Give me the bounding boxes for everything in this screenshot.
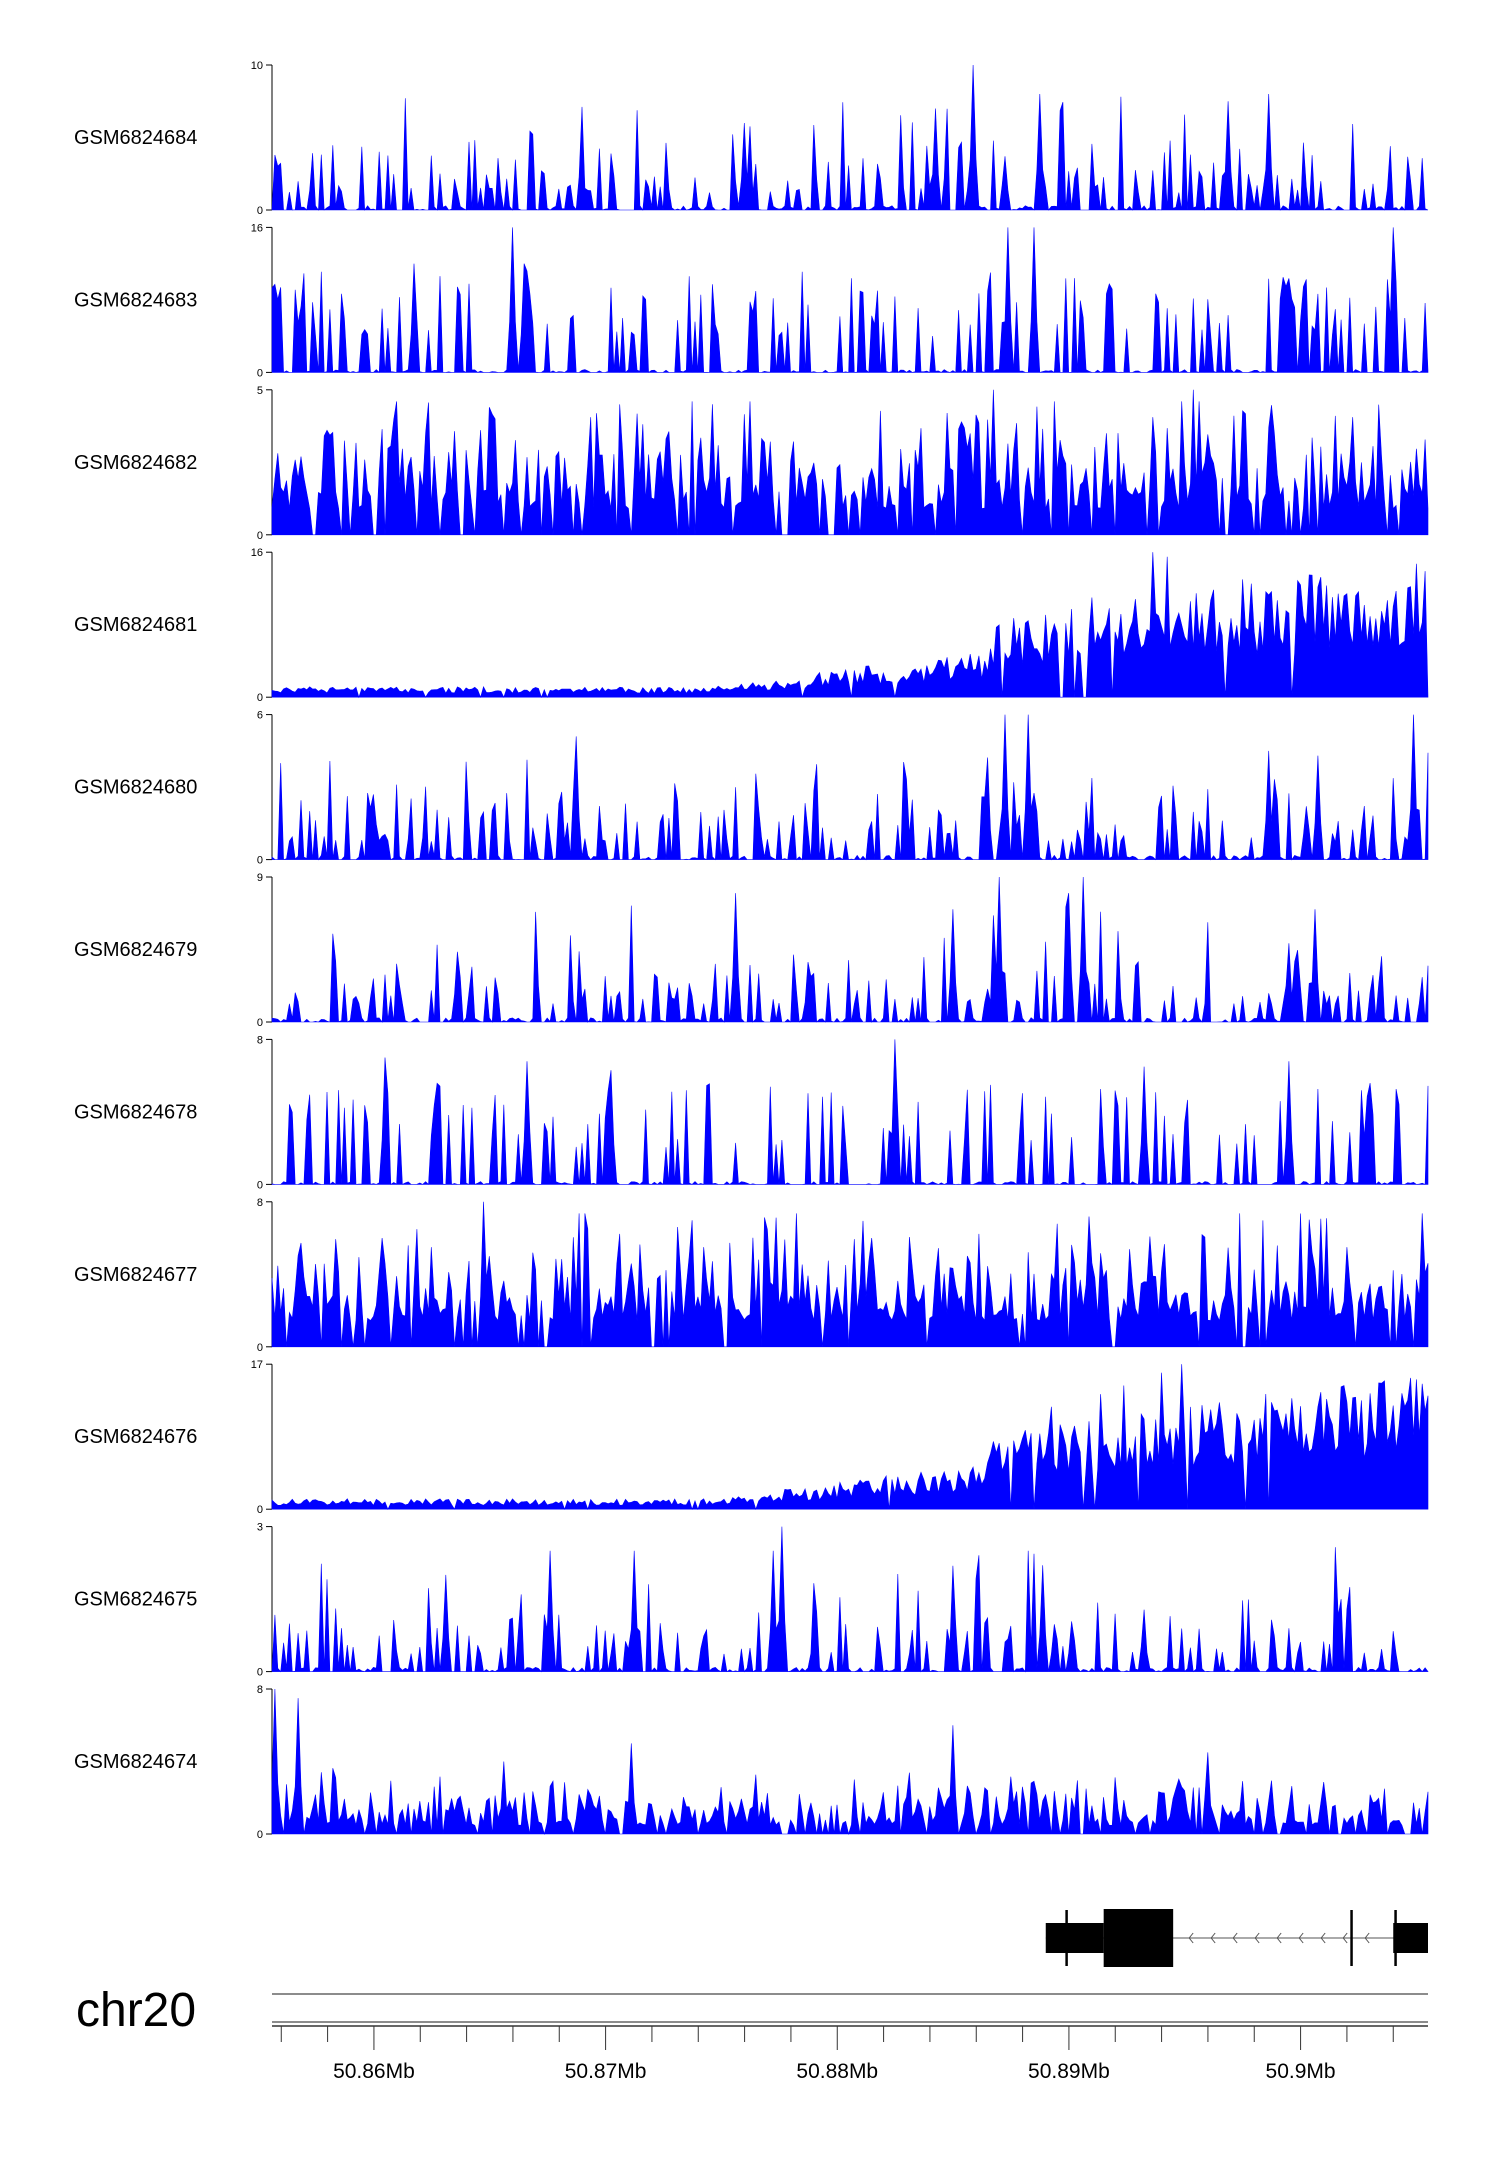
gene-model-track: [1045, 1909, 1428, 1967]
coverage-area: [271, 1364, 1429, 1511]
strand-arrow: [1254, 1932, 1260, 1944]
track-label: GSM6824674: [74, 1751, 197, 1773]
chromosome-ideogram: chr20: [76, 1984, 1428, 2037]
coverage-area: [271, 552, 1429, 699]
y-min-label: 0: [257, 1829, 263, 1841]
track-label: GSM6824680: [74, 777, 197, 799]
coverage-tracks: GSM6824684100GSM6824683160GSM682468250GS…: [74, 60, 1429, 1841]
exon-cds: [1103, 1909, 1174, 1967]
strand-arrow: [1364, 1932, 1370, 1944]
y-min-label: 0: [257, 530, 263, 542]
track-GSM6824683: GSM6824683 16 0: [74, 222, 1429, 379]
y-max-label: 10: [251, 60, 263, 72]
coverage-area: [271, 389, 1429, 536]
track-label: GSM6824683: [74, 289, 197, 311]
y-max-label: 16: [251, 547, 263, 559]
track-GSM6824680: GSM6824680 6 0: [74, 710, 1429, 867]
track-GSM6824679: GSM6824679 9 0: [74, 872, 1429, 1029]
coverage-area: [271, 227, 1429, 374]
x-tick-label: 50.86Mb: [333, 2060, 415, 2083]
x-tick-label: 50.88Mb: [796, 2060, 878, 2083]
y-max-label: 6: [257, 710, 263, 722]
exon-utr: [1045, 1923, 1104, 1953]
track-label: GSM6824684: [74, 127, 197, 149]
y-max-label: 8: [257, 1684, 263, 1696]
y-min-label: 0: [257, 692, 263, 704]
strand-arrow: [1232, 1932, 1238, 1944]
strand-arrow: [1210, 1932, 1216, 1944]
y-min-label: 0: [257, 855, 263, 867]
x-tick-label: 50.89Mb: [1028, 2060, 1110, 2083]
y-min-label: 0: [257, 205, 263, 217]
y-min-label: 0: [257, 1342, 263, 1354]
coverage-area: [271, 1039, 1429, 1186]
track-GSM6824675: GSM6824675 3 0: [74, 1522, 1429, 1679]
track-GSM6824682: GSM6824682 5 0: [74, 385, 1429, 542]
y-min-label: 0: [257, 1179, 263, 1191]
y-min-label: 0: [257, 367, 263, 379]
x-tick-label: 50.87Mb: [565, 2060, 647, 2083]
track-label: GSM6824677: [74, 1264, 197, 1286]
track-label: GSM6824681: [74, 614, 197, 636]
track-GSM6824674: GSM6824674 8 0: [74, 1684, 1429, 1841]
chromosome-label: chr20: [76, 1984, 196, 2037]
strand-arrow: [1188, 1932, 1194, 1944]
strand-arrow: [1320, 1932, 1326, 1944]
y-max-label: 17: [251, 1359, 263, 1371]
exon-utr: [1393, 1923, 1428, 1953]
y-max-label: 5: [257, 385, 263, 397]
track-GSM6824678: GSM6824678 8 0: [74, 1034, 1429, 1191]
y-max-label: 16: [251, 222, 263, 234]
y-min-label: 0: [257, 1504, 263, 1516]
y-max-label: 8: [257, 1197, 263, 1209]
y-max-label: 8: [257, 1034, 263, 1046]
coverage-area: [271, 714, 1429, 861]
coverage-area: [271, 1526, 1429, 1673]
coverage-area: [271, 876, 1429, 1023]
track-GSM6824677: GSM6824677 8 0: [74, 1197, 1429, 1354]
y-min-label: 0: [257, 1667, 263, 1679]
track-label: GSM6824675: [74, 1589, 197, 1611]
track-GSM6824681: GSM6824681 16 0: [74, 547, 1429, 704]
track-GSM6824684: GSM6824684 10 0: [74, 60, 1429, 217]
strand-arrow: [1298, 1932, 1304, 1944]
track-label: GSM6824679: [74, 939, 197, 961]
x-tick-label: 50.9Mb: [1266, 2060, 1336, 2083]
track-label: GSM6824676: [74, 1426, 197, 1448]
coverage-area: [271, 1201, 1429, 1348]
y-max-label: 3: [257, 1522, 263, 1534]
y-max-label: 9: [257, 872, 263, 884]
track-label: GSM6824682: [74, 452, 197, 474]
track-label: GSM6824678: [74, 1101, 197, 1123]
strand-arrow: [1276, 1932, 1282, 1944]
strand-arrow: [1342, 1932, 1348, 1944]
coverage-area: [271, 1688, 1429, 1836]
coverage-area: [271, 64, 1429, 211]
y-min-label: 0: [257, 1017, 263, 1029]
genome-axis: 50.86Mb 50.87Mb 50.88Mb 50.89Mb 50.9Mb: [272, 2025, 1428, 2083]
track-GSM6824676: GSM6824676 17 0: [74, 1359, 1429, 1516]
